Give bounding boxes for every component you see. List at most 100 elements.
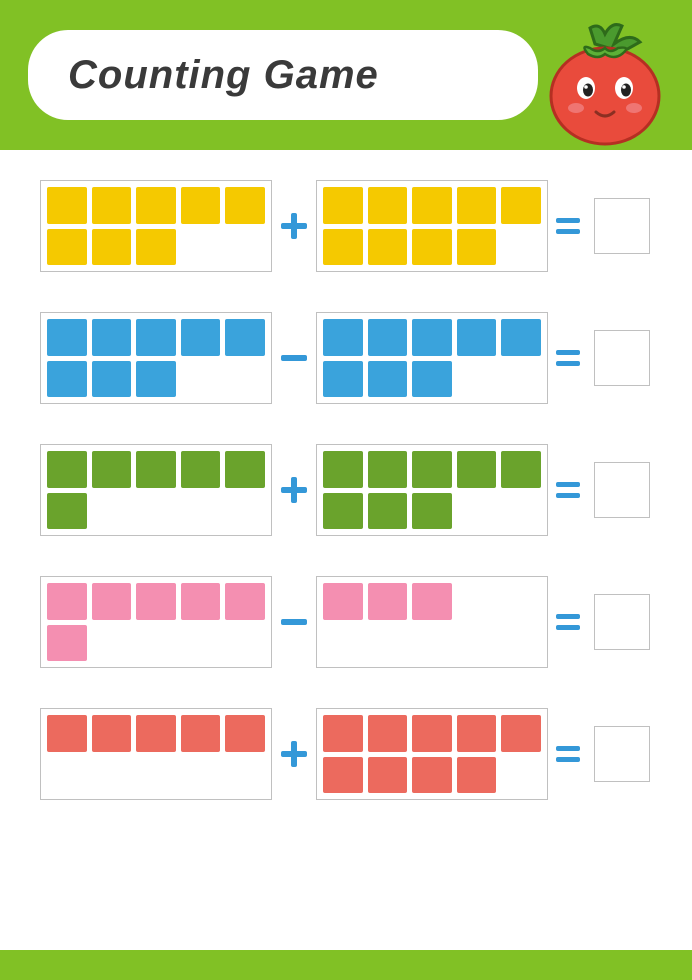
count-cell	[368, 451, 408, 488]
count-cell	[457, 319, 497, 356]
answer-input[interactable]	[594, 198, 650, 254]
count-cell	[92, 757, 132, 794]
count-cell	[136, 493, 176, 530]
count-cell	[323, 625, 363, 662]
count-cell	[181, 319, 221, 356]
problem-rows	[0, 150, 692, 810]
page-title: Counting Game	[68, 53, 379, 98]
count-cell	[181, 715, 221, 752]
operand-box-right	[316, 180, 548, 272]
count-cell	[368, 361, 408, 398]
count-cell	[412, 229, 452, 266]
count-cell	[181, 187, 221, 224]
operand-box-left	[40, 708, 272, 800]
count-cell	[457, 583, 497, 620]
count-cell	[368, 715, 408, 752]
count-cell	[412, 319, 452, 356]
equals-icon	[554, 746, 582, 762]
count-cell	[225, 451, 265, 488]
count-cell	[225, 319, 265, 356]
plus-icon	[278, 474, 310, 506]
count-cell	[136, 715, 176, 752]
count-cell	[92, 187, 132, 224]
count-cell	[181, 493, 221, 530]
count-cell	[225, 229, 265, 266]
count-cell	[368, 319, 408, 356]
operand-box-right	[316, 444, 548, 536]
count-cell	[501, 625, 541, 662]
count-cell	[368, 625, 408, 662]
count-cell	[412, 187, 452, 224]
count-cell	[501, 451, 541, 488]
count-cell	[47, 715, 87, 752]
count-cell	[136, 451, 176, 488]
count-cell	[92, 229, 132, 266]
count-cell	[323, 229, 363, 266]
operand-box-right	[316, 312, 548, 404]
count-cell	[368, 583, 408, 620]
count-cell	[501, 493, 541, 530]
count-cell	[368, 229, 408, 266]
count-cell	[92, 583, 132, 620]
count-cell	[457, 187, 497, 224]
count-cell	[501, 229, 541, 266]
count-cell	[457, 451, 497, 488]
operand-box-left	[40, 180, 272, 272]
count-cell	[92, 361, 132, 398]
count-cell	[136, 757, 176, 794]
count-cell	[47, 625, 87, 662]
count-cell	[136, 319, 176, 356]
count-cell	[181, 229, 221, 266]
count-cell	[225, 493, 265, 530]
operand-box-left	[40, 576, 272, 668]
operand-box-left	[40, 444, 272, 536]
count-cell	[92, 451, 132, 488]
count-cell	[501, 361, 541, 398]
operand-box-right	[316, 576, 548, 668]
answer-input[interactable]	[594, 594, 650, 650]
count-cell	[92, 319, 132, 356]
count-cell	[323, 361, 363, 398]
count-cell	[92, 715, 132, 752]
count-cell	[225, 583, 265, 620]
count-cell	[412, 493, 452, 530]
answer-input[interactable]	[594, 726, 650, 782]
count-cell	[181, 361, 221, 398]
count-cell	[181, 451, 221, 488]
count-cell	[47, 583, 87, 620]
count-cell	[501, 757, 541, 794]
count-cell	[225, 715, 265, 752]
count-cell	[181, 757, 221, 794]
count-cell	[136, 361, 176, 398]
count-cell	[323, 319, 363, 356]
count-cell	[47, 319, 87, 356]
count-cell	[457, 229, 497, 266]
count-cell	[47, 493, 87, 530]
count-cell	[412, 583, 452, 620]
count-cell	[457, 757, 497, 794]
equals-icon	[554, 614, 582, 630]
count-cell	[136, 187, 176, 224]
count-cell	[323, 493, 363, 530]
count-cell	[47, 361, 87, 398]
operand-box-left	[40, 312, 272, 404]
count-cell	[457, 715, 497, 752]
count-cell	[368, 493, 408, 530]
count-cell	[368, 757, 408, 794]
count-cell	[136, 625, 176, 662]
count-cell	[225, 187, 265, 224]
problem-row	[40, 576, 652, 668]
answer-input[interactable]	[594, 462, 650, 518]
count-cell	[323, 451, 363, 488]
footer-bar	[0, 950, 692, 980]
count-cell	[501, 187, 541, 224]
count-cell	[501, 583, 541, 620]
count-cell	[136, 583, 176, 620]
count-cell	[412, 757, 452, 794]
plus-icon	[278, 738, 310, 770]
operand-box-right	[316, 708, 548, 800]
answer-input[interactable]	[594, 330, 650, 386]
problem-row	[40, 708, 652, 800]
problem-row	[40, 312, 652, 404]
count-cell	[136, 229, 176, 266]
